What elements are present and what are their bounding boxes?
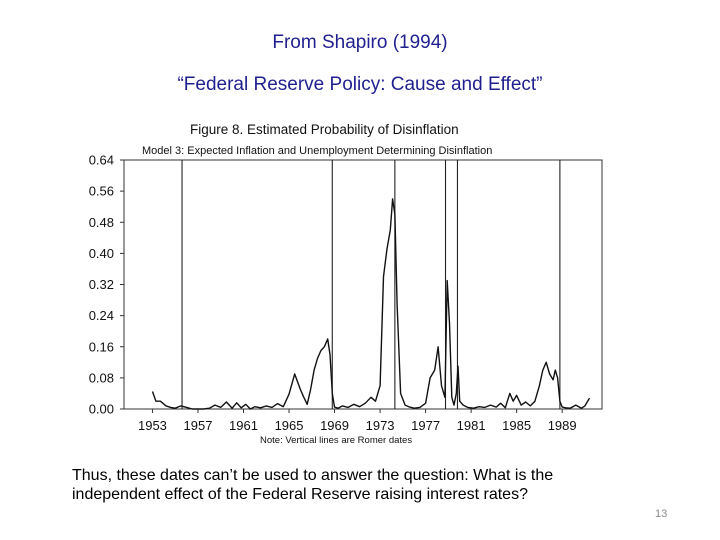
x-tick-label: 1957	[184, 418, 213, 433]
caption-line-1: Thus, these dates can’t be used to answe…	[72, 467, 554, 484]
y-tick-label: 0.00	[89, 402, 114, 417]
caption-line-2: independent effect of the Federal Reserv…	[72, 486, 528, 503]
y-tick-label: 0.08	[89, 370, 114, 385]
chart-title: Figure 8. Estimated Probability of Disin…	[190, 122, 459, 137]
x-tick-label: 1953	[138, 418, 167, 433]
x-tick-label: 1989	[548, 418, 577, 433]
x-tick-label: 1985	[502, 418, 531, 433]
y-tick-label: 0.16	[89, 339, 114, 354]
x-tick-label: 1977	[411, 418, 440, 433]
slide-title: From Shapiro (1994)	[272, 32, 448, 53]
plot-frame	[123, 159, 603, 410]
page-number: 13	[655, 508, 668, 520]
y-tick-label: 0.48	[89, 215, 114, 230]
x-tick-label: 1969	[320, 418, 349, 433]
y-tick-label: 0.24	[89, 308, 114, 323]
romer-date-lines	[181, 160, 561, 409]
y-tick-label: 0.32	[89, 277, 114, 292]
chart-subtitle: Model 3: Expected Inflation and Unemploy…	[142, 145, 492, 157]
chart-note: Note: Vertical lines are Romer dates	[260, 435, 412, 446]
x-axis: 1953 1957 1961 1965 1969 1973 1977 1981 1985 1989	[138, 409, 577, 433]
y-tick-label: 0.64	[89, 153, 114, 168]
line-chart: Figure 8. Estimated Probability of Disin…	[89, 122, 603, 446]
y-axis: 0.00 0.08 0.16 0.24 0.32 0.40 0.48 0.56 0.64	[89, 153, 124, 417]
x-tick-label: 1973	[366, 418, 395, 433]
x-tick-label: 1981	[457, 418, 486, 433]
slide-subtitle: “Federal Reserve Policy: Cause and Effec…	[177, 74, 543, 95]
series-line	[151, 198, 591, 410]
y-tick-label: 0.56	[89, 184, 114, 199]
y-tick-label: 0.40	[89, 246, 114, 261]
caption-text: Thus, these dates can’t be used to answe…	[72, 466, 672, 504]
series-group	[151, 198, 591, 410]
x-tick-label: 1961	[229, 418, 258, 433]
x-tick-label: 1965	[275, 418, 304, 433]
